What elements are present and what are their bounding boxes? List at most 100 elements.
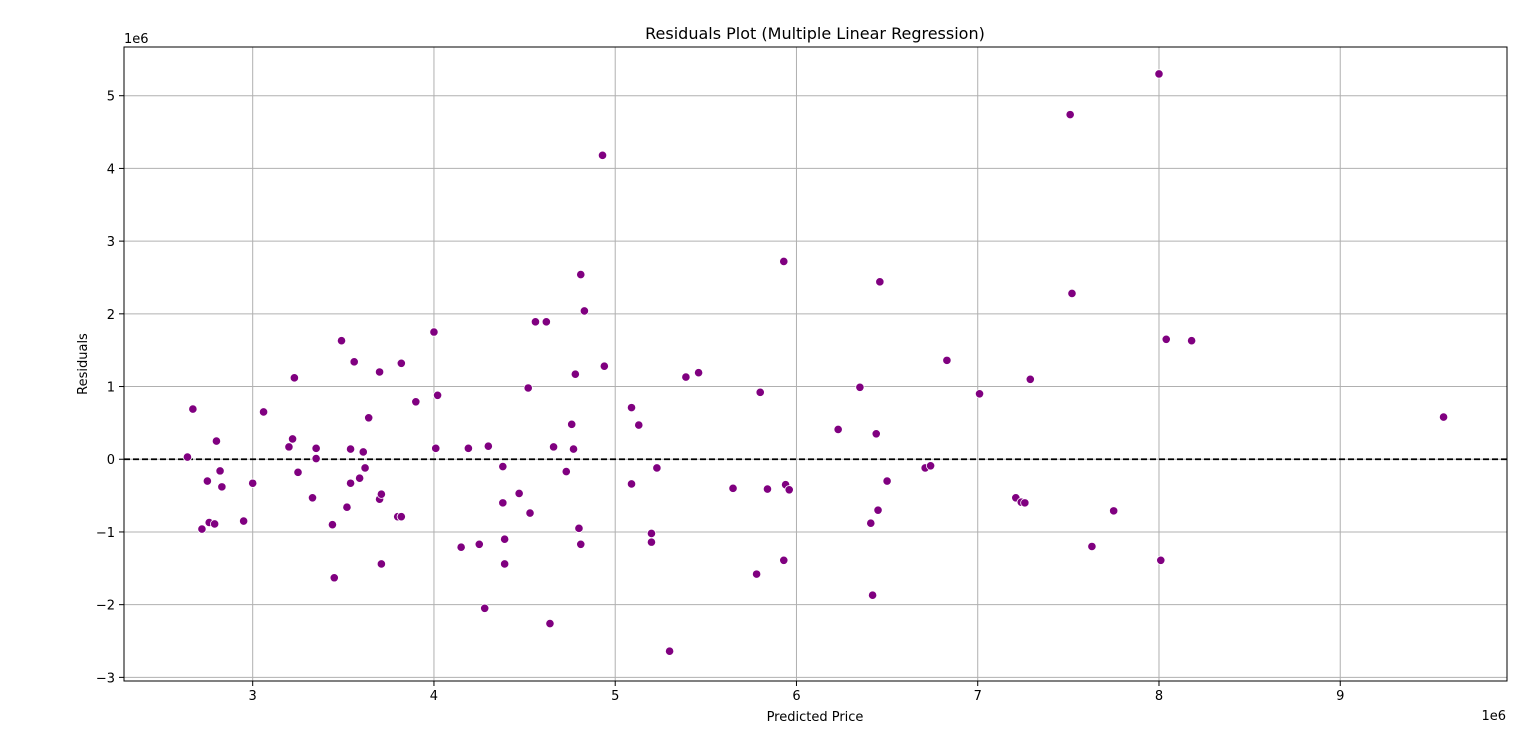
- scatter-point: [287, 434, 298, 444]
- scatter-point: [500, 534, 510, 544]
- y-tick-label: 4: [107, 162, 115, 177]
- scatter-point: [456, 542, 466, 552]
- x-tick-label: 5: [611, 689, 619, 704]
- scatter-point: [289, 373, 299, 383]
- scatter-point: [293, 467, 303, 477]
- scatter-point: [396, 358, 406, 368]
- scatter-point: [463, 443, 473, 453]
- scatter-point: [875, 277, 885, 287]
- scatter-point: [525, 508, 535, 518]
- scatter-point: [762, 484, 773, 494]
- y-tick-label: 2: [107, 308, 115, 323]
- scatter-point: [570, 369, 580, 379]
- scatter-point: [548, 442, 559, 452]
- scatter-point: [215, 466, 225, 476]
- scatter-point: [599, 361, 609, 371]
- scatter-point: [873, 505, 883, 515]
- scatter-point: [1067, 288, 1077, 299]
- scatter-point: [561, 467, 571, 477]
- scatter-point: [474, 539, 484, 549]
- scatter-point: [364, 413, 374, 423]
- scatter-point: [1020, 498, 1030, 508]
- scatter-point: [871, 429, 881, 439]
- x-tick-label: 7: [974, 689, 982, 704]
- scatter-point: [882, 476, 892, 486]
- scatter-point: [217, 482, 227, 492]
- scatter-point: [646, 537, 657, 547]
- scatter-point: [480, 603, 490, 613]
- scatter-point: [284, 442, 294, 452]
- scatter-point: [784, 485, 794, 495]
- scatter-point: [239, 516, 249, 526]
- scatter-point: [681, 372, 691, 382]
- x-axis-offset-label: 1e6: [1481, 709, 1506, 724]
- scatter-point: [1156, 555, 1166, 565]
- scatter-point: [514, 488, 524, 499]
- scatter-point: [634, 420, 644, 430]
- scatter-point: [498, 498, 508, 508]
- scatter-point: [693, 368, 704, 378]
- scatter-point: [327, 520, 338, 530]
- chart-title: Residuals Plot (Multiple Linear Regressi…: [645, 24, 985, 43]
- y-axis-offset-label: 1e6: [124, 32, 149, 47]
- scatter-point: [664, 646, 675, 656]
- scatter-point: [349, 357, 359, 367]
- scatter-point: [376, 489, 386, 499]
- scatter-point: [751, 569, 762, 579]
- scatter-point: [568, 444, 579, 454]
- scatter-point: [541, 317, 551, 327]
- scatter-point: [197, 524, 207, 534]
- scatter-point: [755, 387, 765, 397]
- scatter-point: [728, 483, 738, 493]
- scatter-point: [1438, 412, 1449, 422]
- y-axis-ticks: −3 −2 −1 0 1 2 3 4 5: [96, 90, 124, 686]
- scatter-point: [500, 559, 510, 569]
- scatter-point: [576, 539, 586, 549]
- y-tick-label: 5: [107, 90, 115, 105]
- scatter-point: [779, 555, 789, 565]
- scatter-point: [626, 403, 637, 413]
- scatter-point: [867, 590, 878, 600]
- scatter-point: [866, 518, 876, 528]
- scatter-point: [974, 389, 985, 399]
- x-tick-label: 8: [1155, 689, 1163, 704]
- scatter-point: [396, 512, 406, 522]
- scatter-point: [925, 461, 936, 471]
- scatter-point: [258, 407, 269, 417]
- scatter-point: [1154, 69, 1164, 79]
- scatter-point: [360, 463, 370, 473]
- scatter-point: [1187, 336, 1197, 346]
- scatter-point: [202, 476, 212, 486]
- x-tick-label: 9: [1336, 689, 1344, 704]
- y-tick-label: −2: [96, 599, 115, 614]
- scatter-point: [1161, 334, 1171, 344]
- x-axis-label: Predicted Price: [767, 710, 864, 725]
- data-points: [182, 69, 1449, 656]
- y-tick-label: 3: [107, 235, 115, 250]
- scatter-point: [432, 390, 443, 400]
- scatter-point: [411, 397, 421, 407]
- scatter-point: [336, 336, 347, 346]
- scatter-point: [329, 573, 339, 583]
- scatter-point: [545, 618, 555, 629]
- scatter-point: [182, 452, 193, 462]
- scatter-point: [307, 493, 318, 503]
- scatter-point: [1087, 541, 1097, 552]
- scatter-point: [576, 269, 586, 280]
- scatter-point: [567, 419, 577, 429]
- y-tick-label: −3: [96, 671, 115, 686]
- scatter-point: [374, 367, 385, 377]
- y-tick-label: −1: [96, 526, 115, 541]
- scatter-point: [1025, 374, 1035, 384]
- x-axis-ticks: 3 4 5 6 7 8 9: [249, 681, 1344, 704]
- x-tick-label: 3: [249, 689, 257, 704]
- scatter-point: [942, 355, 952, 365]
- x-tick-label: 6: [792, 689, 800, 704]
- scatter-point: [210, 519, 220, 529]
- scatter-point: [574, 523, 584, 533]
- scatter-point: [597, 150, 608, 160]
- scatter-point: [355, 473, 365, 483]
- scatter-point: [358, 447, 368, 457]
- scatter-point: [431, 443, 441, 453]
